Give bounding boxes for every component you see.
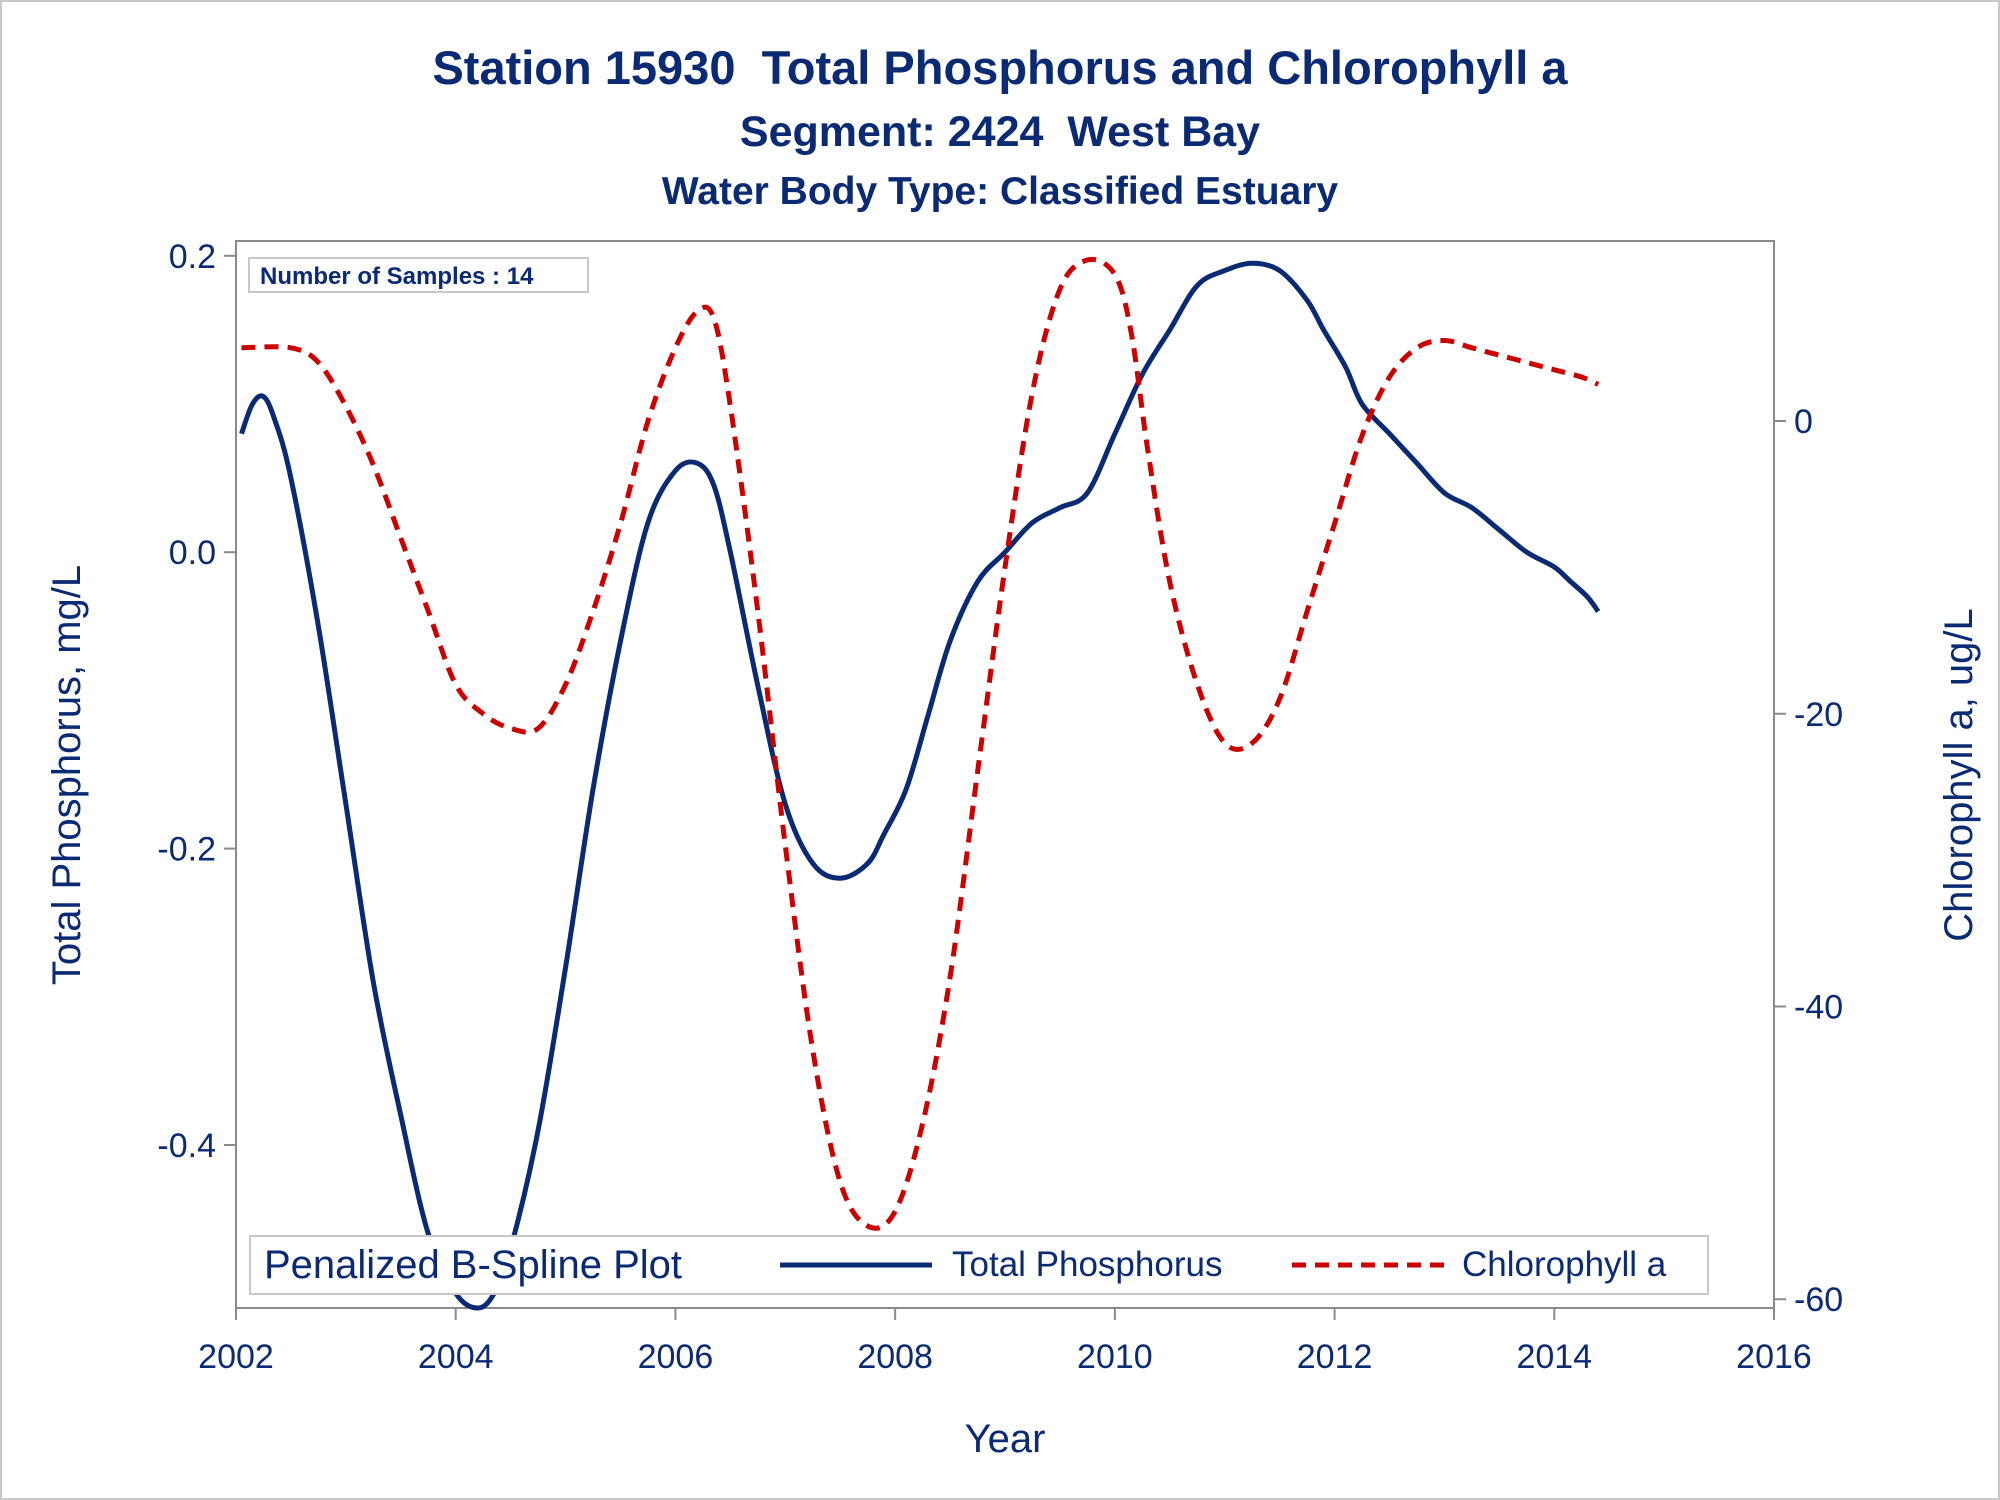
x-tick-label: 2004 [418,1338,494,1376]
y-tick-label: -0.2 [157,831,216,869]
series-line-total-phosphorus [239,260,1601,1311]
chart-title: Station 15930 Total Phosphorus and Chlor… [432,41,1568,94]
y2-tick-label: -40 [1794,988,1843,1026]
y2-axis-label: Chlorophyll a, ug/L [1937,608,1981,942]
y2-tick-label: -20 [1794,696,1843,734]
x-axis-label: Year [965,1417,1046,1461]
y-tick-label: 0.2 [169,238,216,276]
x-tick-label: 2014 [1516,1338,1592,1376]
series-lines [239,256,1601,1311]
x-tick-label: 2006 [638,1338,714,1376]
x-tick-label: 2012 [1297,1338,1373,1376]
plot-area [235,240,1775,1309]
legend-label-phosphorus: Total Phosphorus [952,1245,1222,1284]
y-tick-label: 0.0 [169,534,216,572]
y-axis-label: Total Phosphorus, mg/L [45,565,89,985]
legend: Penalized B-Spline Plot Total Phosphorus… [249,1235,1709,1295]
series-line-chlorophyll-a [241,256,1600,1231]
x-tick-label: 2002 [198,1338,274,1376]
x-tick-label: 2010 [1077,1338,1153,1376]
x-tick-label: 2008 [857,1338,933,1376]
legend-label-chlorophyll: Chlorophyll a [1462,1245,1667,1284]
chart-subtitle-segment: Segment: 2424 West Bay [739,108,1261,156]
y2-tick-label: 0 [1794,403,1813,441]
y-tick-label: -0.4 [157,1127,216,1165]
sample-count-box: Number of Samples : 14 [248,257,589,293]
axis-ticks: 2002 2004 2006 2008 2010 2012 2014 2016 0.2 0.0 -0… [157,238,1843,1376]
x-tick-label: 2016 [1736,1338,1812,1376]
legend-title: Penalized B-Spline Plot [264,1243,682,1287]
sample-count-label: Number of Samples : 14 [260,263,534,290]
chart-subtitle-water-body: Water Body Type: Classified Estuary [661,170,1339,213]
y2-tick-label: -60 [1794,1281,1843,1319]
